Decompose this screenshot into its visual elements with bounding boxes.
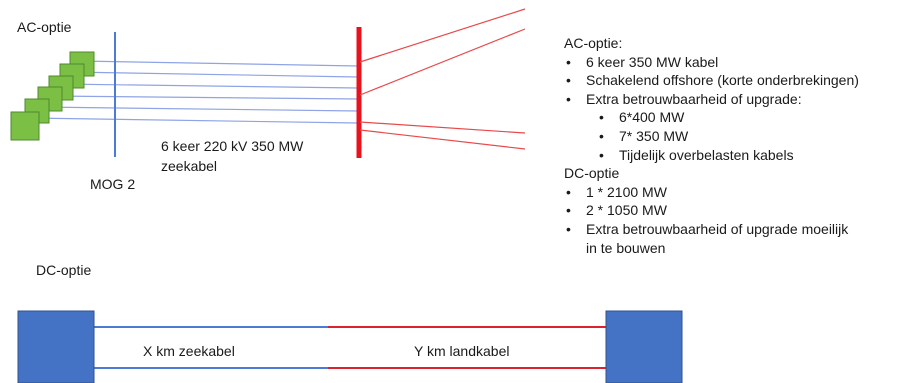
land-cable-upper-2 — [359, 28, 526, 96]
comparison-notes: AC-optie: 6 keer 350 MW kabel Schakelend… — [564, 34, 859, 257]
ac-cable-label-line2: zeekabel — [161, 158, 218, 174]
land-cable-lower-1 — [359, 121, 526, 134]
ac-sea-cable-2 — [69, 71, 359, 78]
dc-offshore-station — [17, 310, 95, 383]
notes-dc-list: 1 * 2100 MW 2 * 1050 MW Extra betrouwbaa… — [564, 183, 859, 257]
ac-sea-cables — [29, 60, 359, 124]
dc-sea-cable-label: X km zeekabel — [143, 343, 235, 359]
dc-last-line2: in te bouwen — [586, 239, 666, 256]
list-item: Schakelend offshore (korte onderbrekinge… — [564, 71, 859, 90]
ac-cable-label-line1: 6 keer 220 kV 350 MW — [161, 138, 304, 154]
offshore-platforms — [10, 51, 95, 141]
ac-sea-cable-3 — [59, 83, 359, 89]
mog-hub-label: MOG 2 — [90, 176, 136, 192]
list-item: 2 * 1050 MW — [564, 201, 859, 220]
offshore-platform-6 — [10, 111, 40, 141]
land-cables — [359, 8, 526, 150]
notes-ac-heading: AC-optie: — [564, 35, 623, 51]
list-subitem: 7* 350 MW — [564, 127, 859, 146]
ac-sea-cable-4 — [49, 95, 359, 100]
list-subitem: Tijdelijk overbelasten kabels — [564, 146, 859, 165]
list-item: Extra betrouwbaarheid of upgrade: — [564, 90, 859, 109]
ac-option-title: AC-optie — [17, 19, 72, 35]
list-subitem: 6*400 MW — [564, 108, 859, 127]
land-cable-upper-1 — [359, 8, 526, 63]
ac-sea-cable-1 — [79, 60, 359, 67]
dc-onshore-station — [605, 310, 683, 383]
dc-option-title: DC-optie — [36, 262, 92, 278]
dc-land-cable-label: Y km landkabel — [414, 343, 510, 359]
notes-dc-heading: DC-optie — [564, 165, 620, 182]
notes-ac-list: 6 keer 350 MW kabel Schakelend offshore … — [564, 53, 859, 165]
ac-sea-cable-6 — [29, 117, 359, 124]
list-item: 6 keer 350 MW kabel — [564, 53, 859, 72]
dc-diagram — [17, 310, 683, 383]
land-cable-lower-2 — [359, 129, 526, 150]
ac-sea-cable-5 — [39, 106, 359, 112]
list-item: Extra betrouwbaarheid of upgrade moeilij… — [564, 220, 859, 257]
list-item: 1 * 2100 MW — [564, 183, 859, 202]
dc-last-line1: Extra betrouwbaarheid of upgrade moeilij… — [586, 220, 849, 237]
